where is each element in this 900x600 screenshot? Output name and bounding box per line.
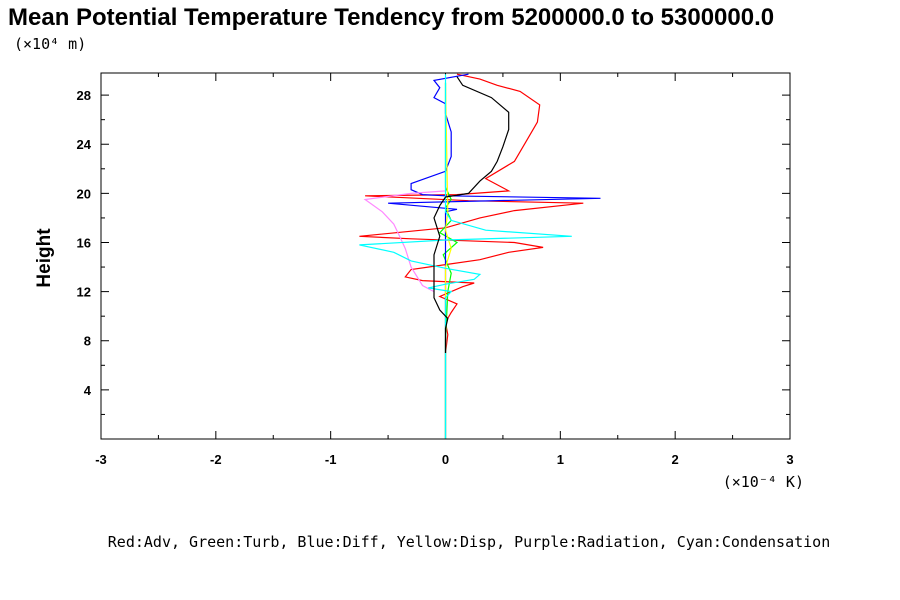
series-line-radiation xyxy=(363,181,447,293)
y-tick-label: 4 xyxy=(84,383,92,398)
y-tick-label: 20 xyxy=(77,186,91,201)
x-tick-label: 1 xyxy=(557,452,564,467)
x-tick-label: 2 xyxy=(672,452,679,467)
plot-frame xyxy=(100,72,791,440)
x-unit-label: (×10⁻⁴ K) xyxy=(723,473,804,491)
y-axis-label: Height xyxy=(34,228,55,288)
series-line-adv xyxy=(359,73,584,354)
x-tick-label: -2 xyxy=(210,452,222,467)
series-line-diff xyxy=(388,73,601,439)
x-tick-label: 0 xyxy=(442,452,449,467)
x-tick-label: 3 xyxy=(786,452,793,467)
legend-caption: Red:Adv, Green:Turb, Blue:Diff, Yellow:D… xyxy=(108,533,830,551)
x-tick-label: -3 xyxy=(95,452,107,467)
x-tick-label: -1 xyxy=(325,452,337,467)
chart-title: Mean Potential Temperature Tendency from… xyxy=(8,4,774,31)
y-tick-label: 16 xyxy=(77,235,91,250)
y-unit-label: (×10⁴ m) xyxy=(14,35,86,53)
y-tick-label: 12 xyxy=(77,285,91,300)
y-tick-label: 24 xyxy=(77,137,92,152)
series-line-total xyxy=(433,76,510,353)
y-tick-label: 8 xyxy=(84,334,91,349)
y-tick-label: 28 xyxy=(77,88,91,103)
series-line-condensation xyxy=(359,74,572,439)
series-line-turb xyxy=(438,82,459,439)
